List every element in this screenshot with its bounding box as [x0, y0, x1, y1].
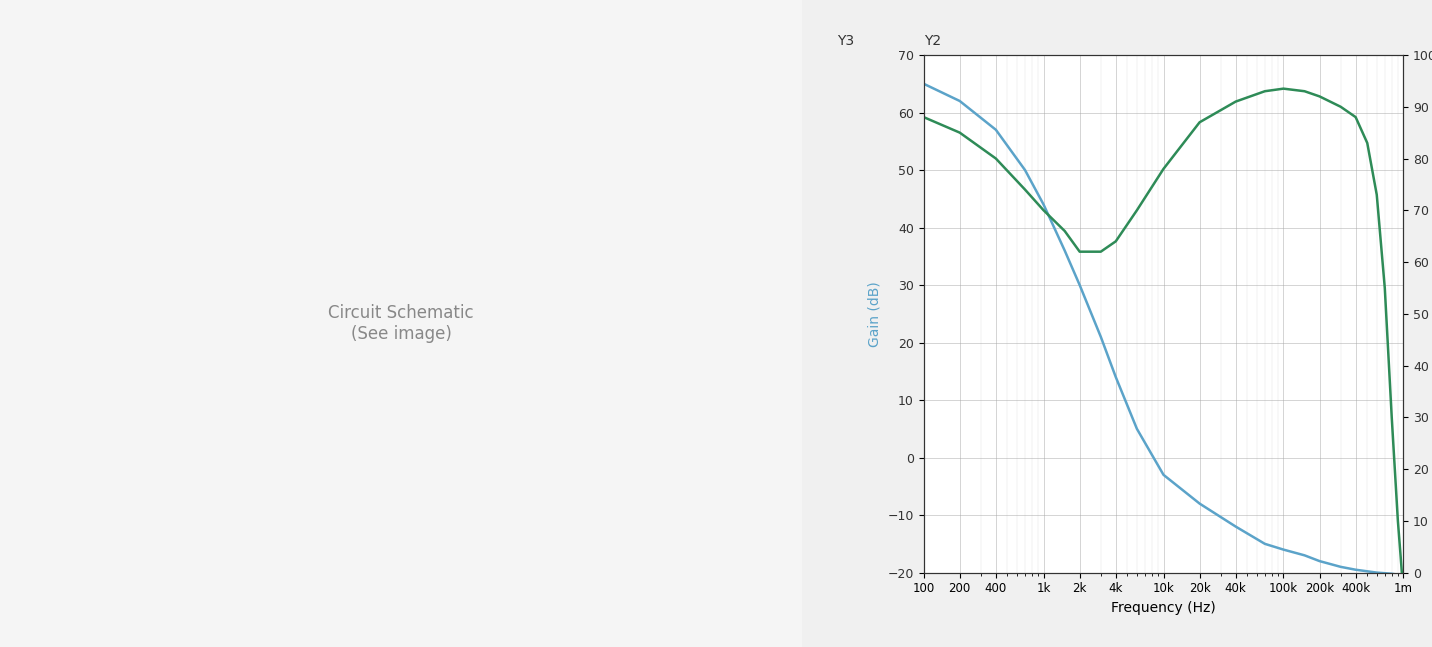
Text: Y2: Y2 — [924, 34, 941, 48]
Y-axis label: Gain (dB): Gain (dB) — [868, 281, 882, 347]
Text: Y3: Y3 — [838, 34, 855, 48]
X-axis label: Frequency (Hz): Frequency (Hz) — [1111, 601, 1216, 615]
Text: Circuit Schematic
(See image): Circuit Schematic (See image) — [328, 304, 474, 343]
